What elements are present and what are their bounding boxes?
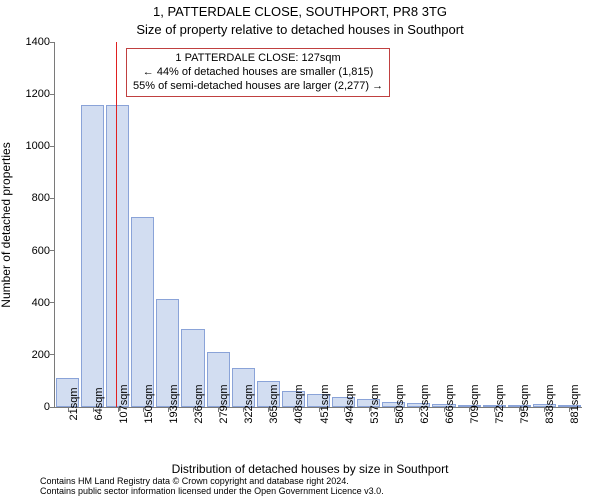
y-tick-label: 1400 — [26, 36, 50, 48]
y-tick — [50, 146, 55, 147]
plot-area: 020040060080010001200140021sqm64sqm107sq… — [54, 42, 582, 408]
x-tick-label: 279sqm — [218, 384, 230, 423]
histogram-bar — [131, 217, 154, 407]
x-tick-label: 752sqm — [494, 384, 506, 423]
y-tick — [50, 94, 55, 95]
x-tick-label: 365sqm — [268, 384, 280, 423]
x-tick-label: 494sqm — [344, 384, 356, 423]
y-tick — [50, 250, 55, 251]
y-tick-label: 1200 — [26, 88, 50, 100]
x-tick-label: 408sqm — [293, 384, 305, 423]
x-tick-label: 881sqm — [569, 384, 581, 423]
x-tick-label: 709sqm — [469, 384, 481, 423]
footer-attribution: Contains HM Land Registry data © Crown c… — [40, 477, 580, 497]
x-tick-label: 21sqm — [68, 387, 80, 420]
page-root: 1, PATTERDALE CLOSE, SOUTHPORT, PR8 3TG … — [0, 0, 600, 500]
y-tick-label: 200 — [32, 349, 50, 361]
callout-box: 1 PATTERDALE CLOSE: 127sqm ← 44% of deta… — [126, 48, 390, 97]
property-marker-line — [116, 42, 117, 407]
x-tick-label: 64sqm — [93, 387, 105, 420]
x-tick-label: 322sqm — [243, 384, 255, 423]
x-tick-label: 838sqm — [544, 384, 556, 423]
y-tick — [50, 42, 55, 43]
y-tick-label: 0 — [44, 401, 50, 413]
callout-line-smaller: ← 44% of detached houses are smaller (1,… — [133, 66, 383, 80]
y-axis-label: Number of detached properties — [0, 142, 13, 307]
y-tick — [50, 198, 55, 199]
x-tick-label: 537sqm — [369, 384, 381, 423]
callout-line-larger: 55% of semi-detached houses are larger (… — [133, 80, 383, 94]
x-tick-label: 451sqm — [319, 384, 331, 423]
y-tick-label: 600 — [32, 245, 50, 257]
x-tick-label: 107sqm — [118, 384, 130, 423]
chart-title-address: 1, PATTERDALE CLOSE, SOUTHPORT, PR8 3TG — [0, 4, 600, 19]
callout-line-property: 1 PATTERDALE CLOSE: 127sqm — [133, 52, 383, 66]
x-tick-label: 150sqm — [143, 384, 155, 423]
x-tick-label: 193sqm — [168, 384, 180, 423]
x-tick-label: 666sqm — [444, 384, 456, 423]
x-axis-label: Distribution of detached houses by size … — [40, 462, 580, 476]
y-tick-label: 1000 — [26, 140, 50, 152]
histogram-bar — [81, 105, 104, 407]
x-tick-label: 623sqm — [419, 384, 431, 423]
histogram-bar — [106, 105, 129, 407]
x-tick-label: 795sqm — [519, 384, 531, 423]
y-tick-label: 800 — [32, 192, 50, 204]
y-tick — [50, 354, 55, 355]
y-tick — [50, 407, 55, 408]
x-tick-label: 236sqm — [193, 384, 205, 423]
y-tick-label: 400 — [32, 297, 50, 309]
x-tick-label: 580sqm — [394, 384, 406, 423]
chart-subtitle: Size of property relative to detached ho… — [0, 22, 600, 37]
footer-line-2: Contains public sector information licen… — [40, 487, 580, 497]
y-tick — [50, 302, 55, 303]
